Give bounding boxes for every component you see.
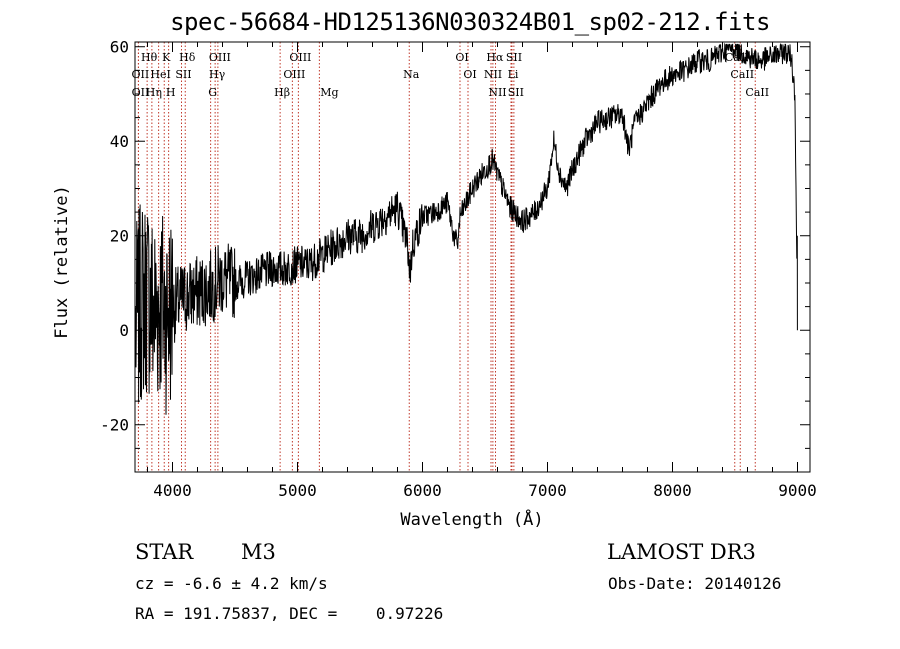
object-subclass: M3 [241, 540, 276, 564]
line-label: NII [488, 86, 506, 99]
line-label: OIII [289, 51, 311, 64]
spectrum-line [135, 42, 798, 415]
line-label: OII [132, 68, 150, 81]
line-label: Hθ [141, 51, 158, 64]
x-tick-label: 9000 [778, 481, 817, 500]
line-label: Hβ [274, 86, 290, 99]
y-tick-label: -20 [100, 416, 129, 435]
ra-dec-coordinates: RA = 191.75837, DEC = 0.97226 [135, 604, 444, 623]
chart-title: spec-56684-HD125136N030324B01_sp02-212.f… [170, 8, 770, 36]
line-label: OII [132, 86, 150, 99]
line-label: Na [403, 68, 420, 81]
x-tick-label: 4000 [153, 481, 192, 500]
y-tick-label: 0 [119, 321, 129, 340]
line-label: OIII [283, 68, 305, 81]
line-label: SII [175, 68, 191, 81]
line-label: SII [506, 51, 522, 64]
x-tick-label: 6000 [403, 481, 442, 500]
line-label: OIII [209, 51, 231, 64]
line-label: CaII [730, 68, 754, 81]
line-label: Hα [486, 51, 504, 64]
line-label: HeI [150, 68, 170, 81]
object-class: STAR [135, 540, 194, 564]
redshift-velocity: cz = -6.6 ± 4.2 km/s [135, 574, 328, 593]
y-tick-label: 40 [110, 132, 129, 151]
observation-date: Obs-Date: 20140126 [608, 574, 782, 593]
line-label: H [166, 86, 176, 99]
line-label: SII [508, 86, 524, 99]
y-tick-label: 60 [110, 38, 129, 57]
line-label: Hγ [209, 68, 226, 81]
line-label: CaII [725, 51, 749, 64]
y-tick-label: 20 [110, 227, 129, 246]
line-label: Hη [146, 86, 162, 99]
line-label: OI [463, 68, 476, 81]
x-tick-label: 7000 [528, 481, 567, 500]
line-label: Li [508, 68, 519, 81]
line-label: Hδ [179, 51, 196, 64]
survey-name: LAMOST DR3 [607, 540, 756, 564]
line-label: G [208, 86, 217, 99]
line-label: Mg [320, 86, 338, 99]
line-label: OI [455, 51, 468, 64]
plot-frame [134, 41, 811, 473]
y-axis-label: Flux (relative) [52, 185, 72, 339]
line-label: CaII [745, 86, 769, 99]
x-axis-label: Wavelength (Å) [400, 510, 544, 530]
x-tick-label: 8000 [653, 481, 692, 500]
x-tick-label: 5000 [278, 481, 317, 500]
line-label: NII [484, 68, 502, 81]
line-label: K [162, 51, 171, 64]
